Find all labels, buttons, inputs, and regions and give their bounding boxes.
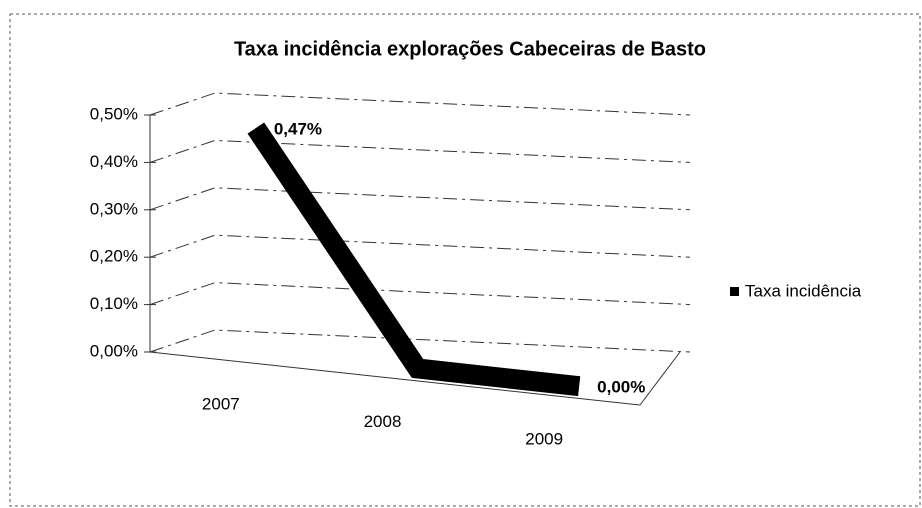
chart-title: Taxa incidência explorações Cabeceiras d…: [234, 38, 706, 60]
y-tick-label: 0,10%: [90, 294, 138, 313]
y-tick-label: 0,20%: [90, 247, 138, 266]
x-tick-label: 2008: [364, 412, 402, 431]
grid-line: [149, 329, 691, 353]
legend-marker: [730, 287, 739, 296]
data-label: 0,00%: [597, 378, 645, 397]
grid-line: [149, 234, 691, 258]
chart-border: [9, 13, 921, 507]
y-tick-label: 0,40%: [90, 152, 138, 171]
floor-edge: [149, 351, 681, 406]
grid-line: [149, 282, 691, 306]
legend-label: Taxa incidência: [745, 281, 862, 300]
data-label: 0,47%: [274, 120, 322, 139]
x-tick-label: 2007: [202, 394, 240, 413]
y-tick-label: 0,00%: [90, 341, 138, 360]
y-tick-label: 0,50%: [90, 104, 138, 123]
x-tick-label: 2009: [525, 430, 563, 449]
grid-line: [149, 92, 691, 116]
y-tick-label: 0,30%: [90, 199, 138, 218]
line-ribbon: [247, 122, 581, 397]
grid-line: [149, 139, 691, 163]
grid-line: [149, 187, 691, 211]
